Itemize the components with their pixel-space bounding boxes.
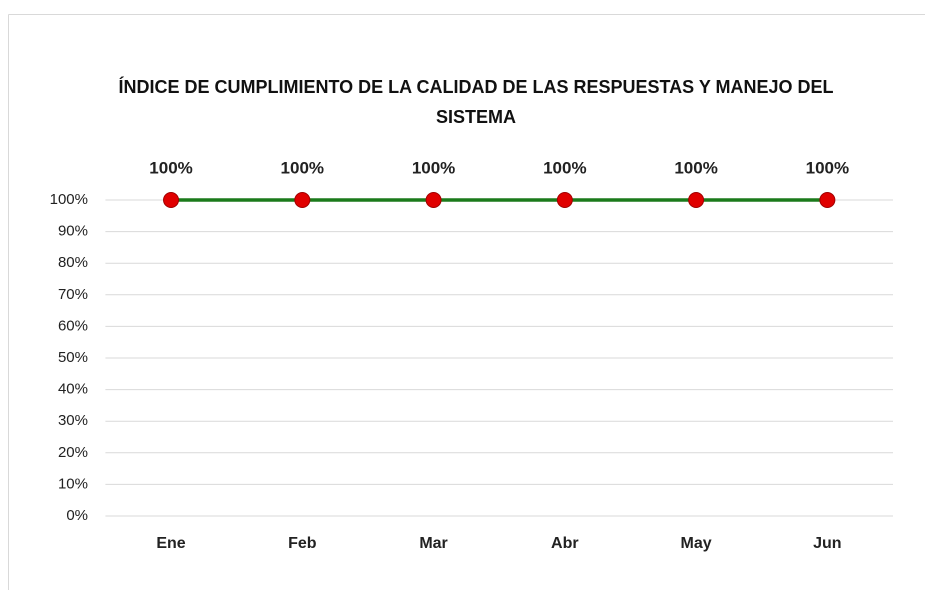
y-tick-label: 20% <box>58 444 88 461</box>
x-tick-label: Jun <box>813 535 841 552</box>
y-tick-label: 80% <box>58 254 88 271</box>
data-label: 100% <box>149 158 192 177</box>
y-tick-label: 40% <box>58 381 88 398</box>
y-tick-label: 50% <box>58 349 88 366</box>
data-label: 100% <box>412 158 455 177</box>
y-tick-label: 70% <box>58 286 88 303</box>
data-label: 100% <box>806 158 849 177</box>
y-tick-label: 0% <box>66 507 88 524</box>
marker <box>819 192 836 208</box>
y-tick-label: 10% <box>58 475 88 492</box>
data-label: 100% <box>543 158 586 177</box>
y-tick-label: 60% <box>58 317 88 334</box>
x-tick-label: Abr <box>551 535 579 552</box>
x-tick-label: Ene <box>156 535 185 552</box>
x-tick-label: May <box>681 535 712 552</box>
marker <box>556 192 573 208</box>
data-label: 100% <box>674 158 717 177</box>
x-tick-label: Mar <box>419 535 447 552</box>
chart-title: ÍNDICE DE CUMPLIMIENTO DE LA CALIDAD DE … <box>118 77 834 127</box>
data-label: 100% <box>281 158 324 177</box>
x-tick-label: Feb <box>288 535 317 552</box>
marker <box>163 192 180 208</box>
marker <box>688 192 705 208</box>
y-tick-label: 90% <box>58 223 88 240</box>
marker <box>294 192 311 208</box>
marker <box>425 192 442 208</box>
y-tick-label: 100% <box>50 191 88 208</box>
y-tick-label: 30% <box>58 412 88 429</box>
